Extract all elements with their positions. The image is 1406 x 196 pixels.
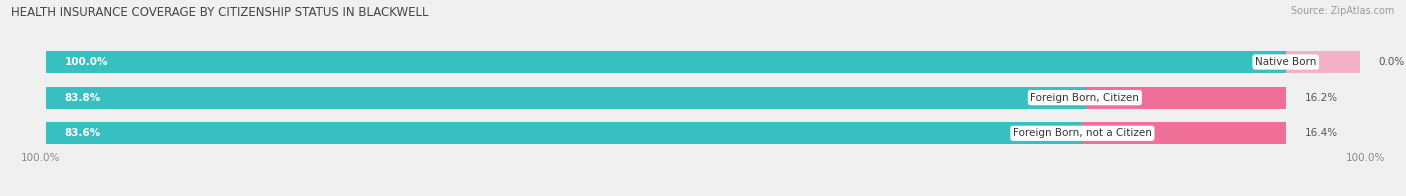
Text: 16.2%: 16.2% <box>1305 93 1337 103</box>
Text: 100.0%: 100.0% <box>65 57 108 67</box>
Bar <box>46 51 1285 73</box>
Bar <box>46 87 1085 109</box>
Text: Foreign Born, Citizen: Foreign Born, Citizen <box>1031 93 1139 103</box>
Bar <box>1085 87 1285 109</box>
Bar <box>46 122 1285 144</box>
Bar <box>46 122 1083 144</box>
Text: 83.6%: 83.6% <box>65 128 101 138</box>
Text: 16.4%: 16.4% <box>1305 128 1337 138</box>
Text: 0.0%: 0.0% <box>1379 57 1405 67</box>
Text: 100.0%: 100.0% <box>21 153 60 163</box>
Text: HEALTH INSURANCE COVERAGE BY CITIZENSHIP STATUS IN BLACKWELL: HEALTH INSURANCE COVERAGE BY CITIZENSHIP… <box>11 6 429 19</box>
Text: Source: ZipAtlas.com: Source: ZipAtlas.com <box>1291 6 1395 16</box>
Text: 83.8%: 83.8% <box>65 93 101 103</box>
Bar <box>1285 51 1360 73</box>
Bar <box>46 51 1285 73</box>
Text: 100.0%: 100.0% <box>1346 153 1385 163</box>
Text: Native Born: Native Born <box>1256 57 1316 67</box>
Text: Foreign Born, not a Citizen: Foreign Born, not a Citizen <box>1012 128 1152 138</box>
Bar <box>1083 122 1285 144</box>
Bar <box>46 87 1285 109</box>
